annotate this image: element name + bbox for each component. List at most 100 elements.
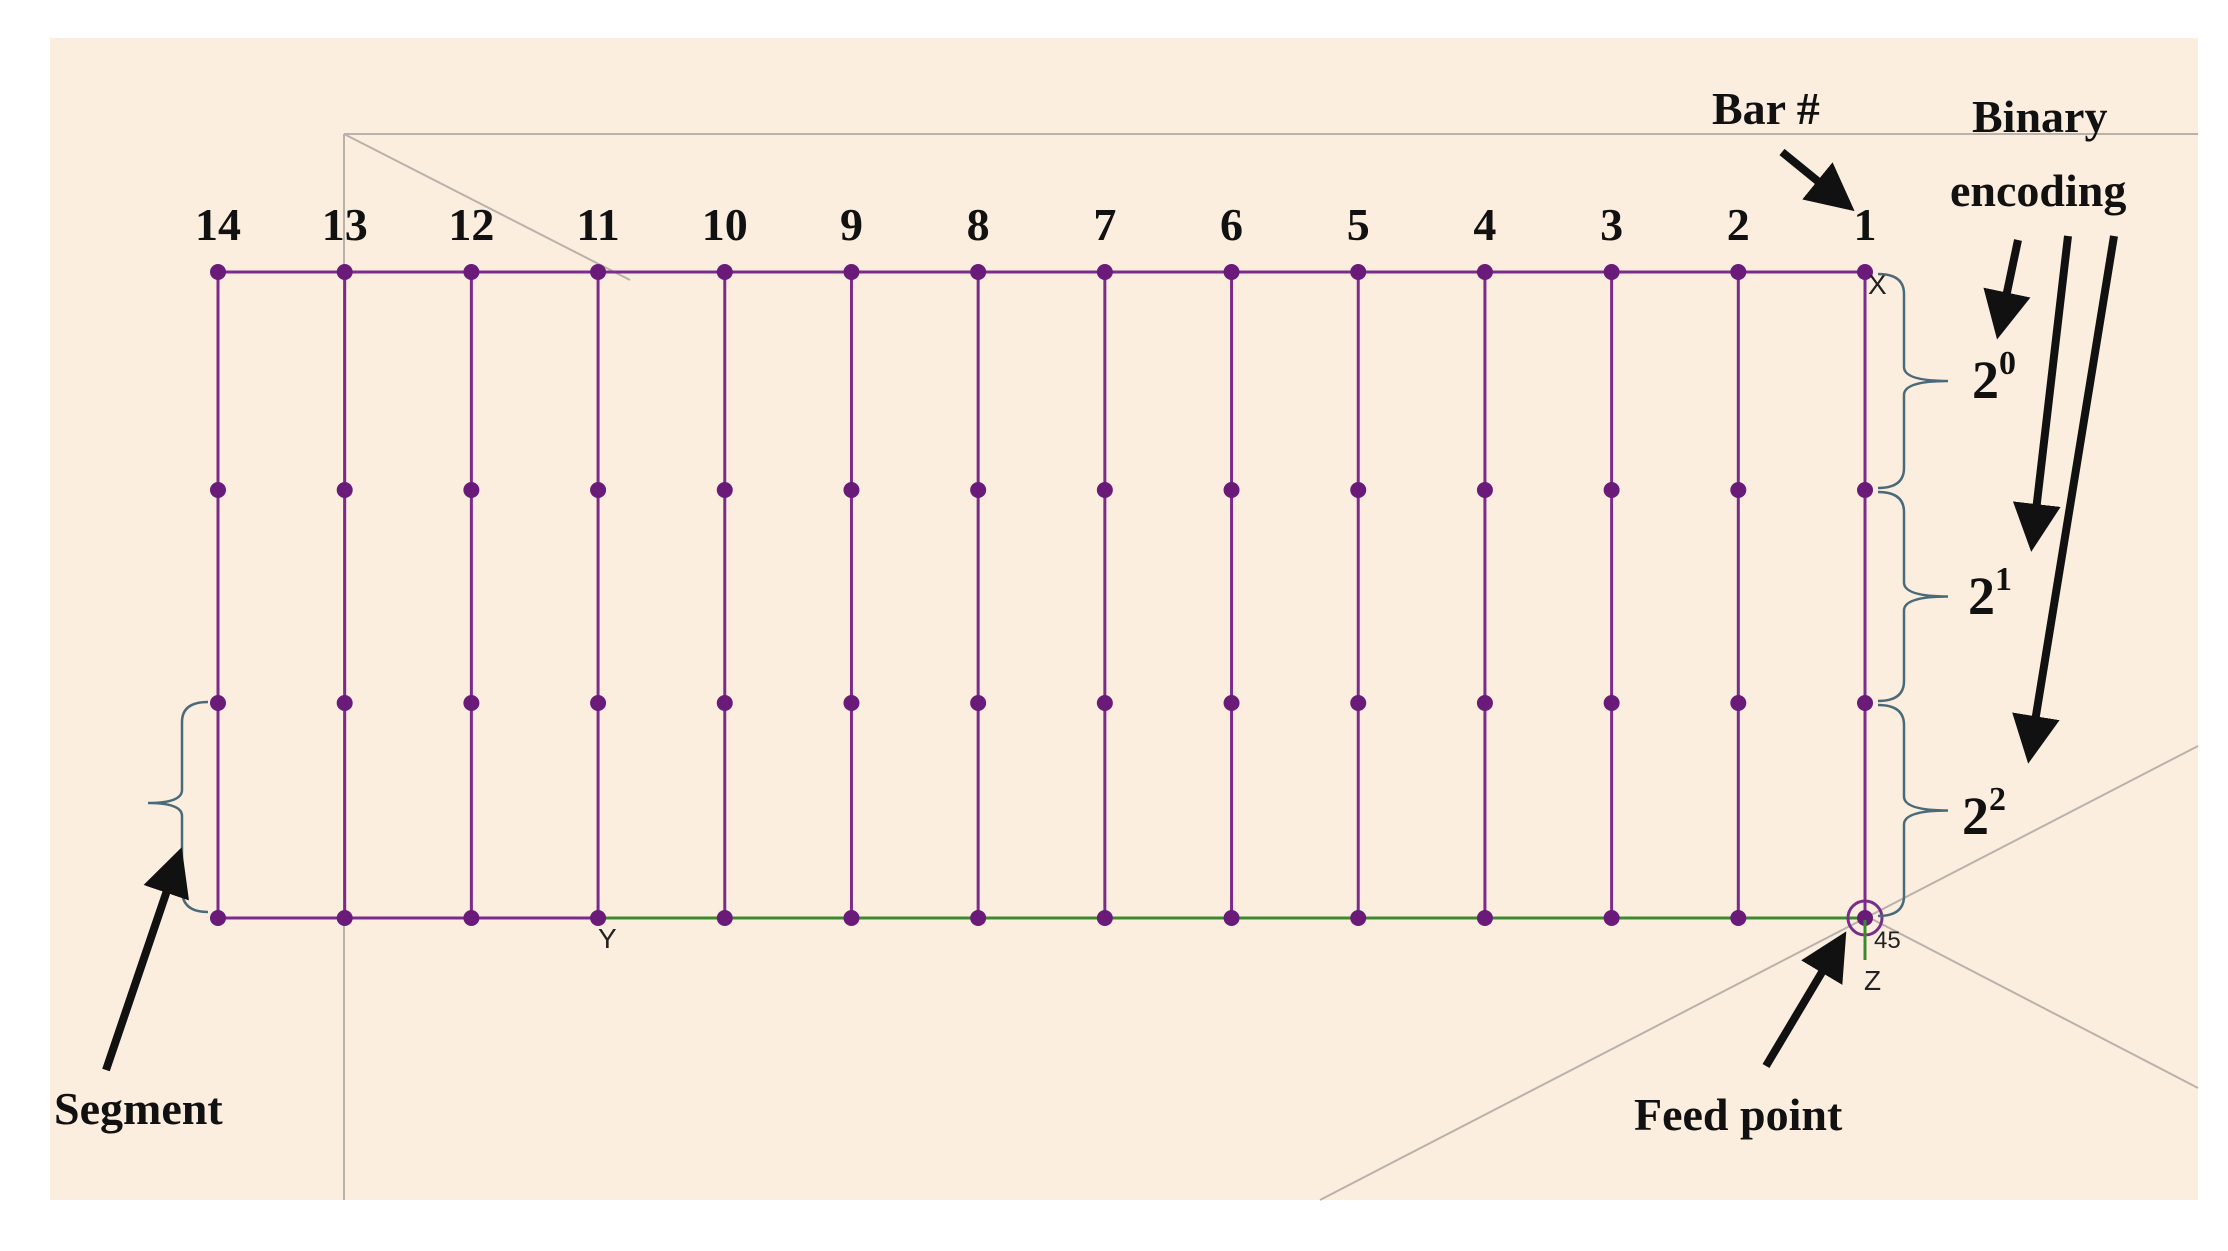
segment-node (970, 695, 987, 711)
segment-nodes (210, 264, 1873, 926)
bar-number-4: 4 (1473, 199, 1496, 250)
segment-node (1350, 482, 1367, 498)
bar-number-title: Bar # (1712, 83, 1820, 134)
binary-encoding-title-line1: Binary (1972, 91, 2107, 142)
bar-number-1: 1 (1854, 199, 1877, 250)
encoding-arrow-2-2 (2012, 235, 2118, 764)
encoding-arrow-2-1 (2012, 235, 2072, 552)
axis-y-label: Y (598, 923, 617, 954)
segment-node (843, 695, 860, 711)
segment-node (1223, 695, 1240, 711)
segment-label: Segment (54, 1083, 223, 1134)
segment-node (843, 910, 860, 926)
bar-number-arrow (1779, 148, 1855, 212)
segment-node (1350, 910, 1367, 926)
bar-number-13: 13 (322, 199, 368, 250)
guide-line (1869, 917, 2199, 1089)
feed-point-marker (1846, 899, 1884, 960)
segment-node (1603, 695, 1620, 711)
segment-node (970, 910, 987, 926)
segment-node (210, 910, 226, 926)
segment-node (590, 264, 607, 280)
bar-number-9: 9 (840, 199, 863, 250)
segment-node (463, 910, 480, 926)
diagram-background (50, 38, 2198, 1200)
bar-number-3: 3 (1600, 199, 1623, 250)
bar-number-10: 10 (702, 199, 748, 250)
segment-node (1096, 482, 1113, 498)
feed-segment-id: 45 (1874, 927, 1901, 954)
segment-node (1730, 264, 1747, 280)
encoding-braces (1877, 272, 1949, 918)
axis-z-label: Z (1864, 965, 1881, 996)
binary-encoding-title-line2: encoding (1950, 165, 2126, 216)
segment-node (716, 482, 733, 498)
segment-node (1857, 910, 1873, 926)
segment-node (1096, 910, 1113, 926)
bar-number-6: 6 (1220, 199, 1243, 250)
bar-number-labels: 14 13 12 11 10 9 8 7 6 5 4 3 2 1 (195, 199, 1877, 250)
segment-arrow (102, 847, 189, 1072)
segment-node (1223, 910, 1240, 926)
segment-node (1350, 695, 1367, 711)
bar-number-8: 8 (967, 199, 990, 250)
segment-node (1857, 482, 1873, 498)
segment-node (1730, 910, 1747, 926)
power-base: 2 (1972, 350, 1999, 410)
segment-node (1476, 482, 1493, 498)
segment-node (843, 482, 860, 498)
segment-node (1857, 264, 1873, 280)
segment-node (1096, 695, 1113, 711)
encoding-brace-2 (1877, 703, 1949, 918)
bar-number-2: 2 (1727, 199, 1750, 250)
segment-node (1603, 910, 1620, 926)
guide-line (1319, 745, 2199, 1201)
segment-node (1350, 264, 1367, 280)
power-2-0: 20 (1972, 345, 2016, 410)
segment-node (970, 482, 987, 498)
segment-node (590, 695, 607, 711)
encoding-arrow-2-0 (1983, 239, 2031, 340)
segment-node (1730, 482, 1747, 498)
segment-node (1730, 695, 1747, 711)
segment-node (1096, 264, 1113, 280)
bar-number-5: 5 (1347, 199, 1370, 250)
segment-node (590, 910, 607, 926)
segment-node (1223, 482, 1240, 498)
power-exponent: 1 (1995, 561, 2012, 598)
segment-node (210, 695, 226, 711)
power-2-1: 21 (1968, 561, 2012, 626)
segment-node (336, 695, 353, 711)
segment-node (210, 264, 226, 280)
segment-node (463, 264, 480, 280)
segment-node (336, 264, 353, 280)
segment-node (590, 482, 607, 498)
guide-line (343, 133, 631, 281)
wire-grid (216, 270, 1867, 920)
segment-node (970, 264, 987, 280)
feed-point-label: Feed point (1634, 1089, 1843, 1140)
callout-arrows (102, 148, 2118, 1072)
feed-point-arrow (1762, 931, 1847, 1069)
encoding-brace-0 (1877, 272, 1949, 490)
segment-node (716, 264, 733, 280)
segment-node (1603, 482, 1620, 498)
segment-node (1476, 910, 1493, 926)
encoding-brace-1 (1877, 490, 1949, 703)
power-base: 2 (1962, 786, 1989, 846)
bar-number-14: 14 (195, 199, 241, 250)
segment-node (1857, 695, 1873, 711)
bar-number-11: 11 (576, 199, 619, 250)
segment-node (463, 695, 480, 711)
axis-x-label: X (1868, 269, 1887, 300)
segment-node (1603, 264, 1620, 280)
segment-node (1476, 695, 1493, 711)
segment-node (336, 482, 353, 498)
segment-node (843, 264, 860, 280)
power-base: 2 (1968, 566, 1995, 626)
bar-number-12: 12 (448, 199, 494, 250)
power-exponent: 2 (1989, 781, 2006, 818)
segment-node (1476, 264, 1493, 280)
segment-node (1223, 264, 1240, 280)
